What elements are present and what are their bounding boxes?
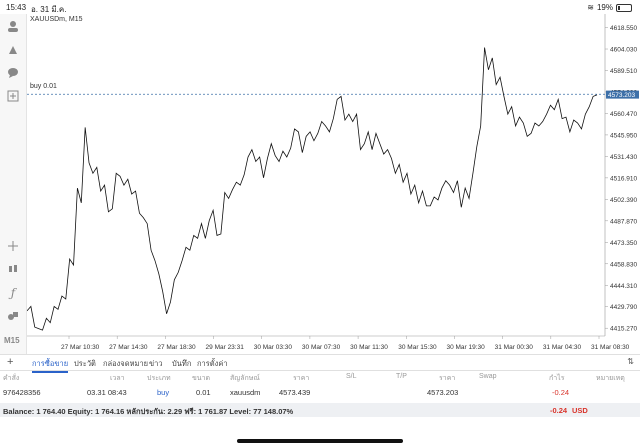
order-time: 03.31 08:43 bbox=[87, 388, 127, 397]
y-tick-label: 4444.310 bbox=[610, 283, 637, 290]
battery-icon bbox=[616, 3, 632, 12]
y-tick-label: 4589.510 bbox=[610, 68, 637, 75]
x-tick-label: 31 Mar 04:30 bbox=[543, 344, 582, 351]
col-volume: ขนาด bbox=[192, 375, 211, 382]
home-indicator[interactable] bbox=[237, 439, 403, 443]
y-tick-label: 4415.270 bbox=[610, 326, 637, 333]
y-tick-label: 4545.950 bbox=[610, 132, 637, 139]
y-tick-label: 4487.870 bbox=[610, 218, 637, 225]
order-profit: -0.24 bbox=[552, 388, 570, 397]
chat-icon[interactable] bbox=[5, 65, 21, 81]
crosshair-icon[interactable] bbox=[5, 238, 21, 254]
order-type: buy bbox=[157, 388, 170, 397]
x-tick-label: 30 Mar 19:30 bbox=[446, 344, 485, 351]
y-tick-label: 4531.430 bbox=[610, 154, 637, 161]
x-tick-label: 30 Mar 07:30 bbox=[302, 344, 341, 351]
y-tick-label: 4429.790 bbox=[610, 304, 637, 311]
table-row[interactable]: 976428356 03.31 08:43 buy 0.01 xauusdm 4… bbox=[0, 388, 640, 402]
status-date: อ. 31 มี.ค. bbox=[31, 5, 67, 14]
chart-toolbar: ƒ M15 bbox=[0, 14, 27, 354]
balance-text: Balance: 1 764.40 Equity: 1 764.16 หลักป… bbox=[3, 407, 294, 416]
col-swap: Swap bbox=[479, 373, 497, 380]
order-tabs: + การซื้อขาย ประวัติ กล่องจดหมาย ข่าว บั… bbox=[0, 354, 640, 373]
current-price-tag bbox=[606, 90, 639, 99]
x-tick-label: 31 Mar 08:30 bbox=[591, 344, 630, 351]
col-tp: T/P bbox=[396, 373, 407, 380]
y-tick-label: 4516.910 bbox=[610, 175, 637, 182]
y-tick-label: 4604.030 bbox=[610, 47, 637, 54]
order-current-price: 4573.203 bbox=[427, 388, 459, 397]
x-tick-label: 27 Mar 14:30 bbox=[109, 344, 148, 351]
order-symbol: xauusdm bbox=[230, 388, 261, 397]
col-open-price: ราคา bbox=[293, 375, 310, 382]
price-line bbox=[27, 47, 598, 331]
trade-arrows-icon[interactable] bbox=[5, 42, 21, 58]
x-tick-label: 27 Mar 18:30 bbox=[157, 344, 196, 351]
y-tick-label: 4458.830 bbox=[610, 261, 637, 268]
indicators-icon[interactable]: ƒ bbox=[10, 286, 16, 300]
col-note: หมายเหตุ bbox=[596, 375, 625, 382]
col-price: ราคา bbox=[439, 375, 456, 382]
add-icon[interactable]: + bbox=[7, 356, 14, 368]
tab-journal[interactable]: บันทึก bbox=[172, 359, 192, 368]
current-price-label: 4573.203 bbox=[608, 92, 635, 99]
chart-type-icon[interactable] bbox=[5, 261, 21, 277]
col-time: เวลา bbox=[110, 375, 125, 382]
x-tick-label: 30 Mar 15:30 bbox=[398, 344, 437, 351]
objects-icon[interactable] bbox=[5, 308, 21, 324]
table-header: คำสั่ง เวลา ประเภท ขนาด สัญลักษณ์ ราคา S… bbox=[0, 373, 640, 384]
x-tick-label: 30 Mar 03:30 bbox=[254, 344, 293, 351]
y-tick-label: 4560.470 bbox=[610, 111, 637, 118]
x-tick-label: 27 Mar 10:30 bbox=[61, 344, 100, 351]
x-tick-label: 29 Mar 23:31 bbox=[206, 344, 245, 351]
x-tick-label: 31 Mar 00:30 bbox=[495, 344, 534, 351]
balance-profit: -0.24 bbox=[550, 406, 568, 415]
account-icon[interactable] bbox=[5, 18, 21, 34]
tab-history[interactable]: ประวัติ bbox=[74, 359, 96, 368]
y-tick-label: 4502.390 bbox=[610, 197, 637, 204]
order-volume: 0.01 bbox=[196, 388, 211, 397]
price-chart[interactable]: 4618.5504604.0304589.5104574.9904560.470… bbox=[27, 14, 640, 354]
col-symbol: สัญลักษณ์ bbox=[230, 375, 260, 382]
col-ticket: คำสั่ง bbox=[3, 375, 20, 382]
battery-percent: 19% bbox=[596, 3, 613, 12]
y-tick-label: 4618.550 bbox=[610, 25, 637, 32]
x-tick-label: 30 Mar 11:30 bbox=[350, 344, 388, 351]
y-tick-label: 4473.350 bbox=[610, 240, 637, 247]
col-sl: S/L bbox=[346, 373, 357, 380]
tab-settings[interactable]: การตั้งค่า bbox=[197, 359, 228, 368]
status-right: ≋ 19% bbox=[587, 3, 632, 12]
status-bar: 15:43 อ. 31 มี.ค. ≋ 19% bbox=[0, 0, 640, 14]
new-order-icon[interactable] bbox=[5, 88, 21, 104]
timeframe-button[interactable]: M15 bbox=[4, 336, 20, 345]
tab-mailbox[interactable]: กล่องจดหมาย bbox=[103, 359, 149, 368]
tab-trade[interactable]: การซื้อขาย bbox=[32, 358, 69, 373]
wifi-icon: ≋ bbox=[587, 3, 594, 12]
order-ticket: 976428356 bbox=[3, 388, 41, 397]
resize-panel-icon[interactable]: ⇅ bbox=[627, 357, 634, 366]
order-line-label[interactable]: buy 0.01 bbox=[30, 83, 57, 90]
balance-currency: USD bbox=[572, 406, 588, 415]
status-time: 15:43 bbox=[6, 3, 27, 12]
col-type: ประเภท bbox=[147, 375, 171, 382]
col-profit: กำไร bbox=[549, 375, 565, 382]
balance-bar: Balance: 1 764.40 Equity: 1 764.16 หลักป… bbox=[0, 403, 640, 417]
chart-symbol: XAUUSDm, M15 bbox=[30, 16, 83, 23]
tab-news[interactable]: ข่าว bbox=[149, 359, 163, 368]
order-open-price: 4573.439 bbox=[279, 388, 311, 397]
